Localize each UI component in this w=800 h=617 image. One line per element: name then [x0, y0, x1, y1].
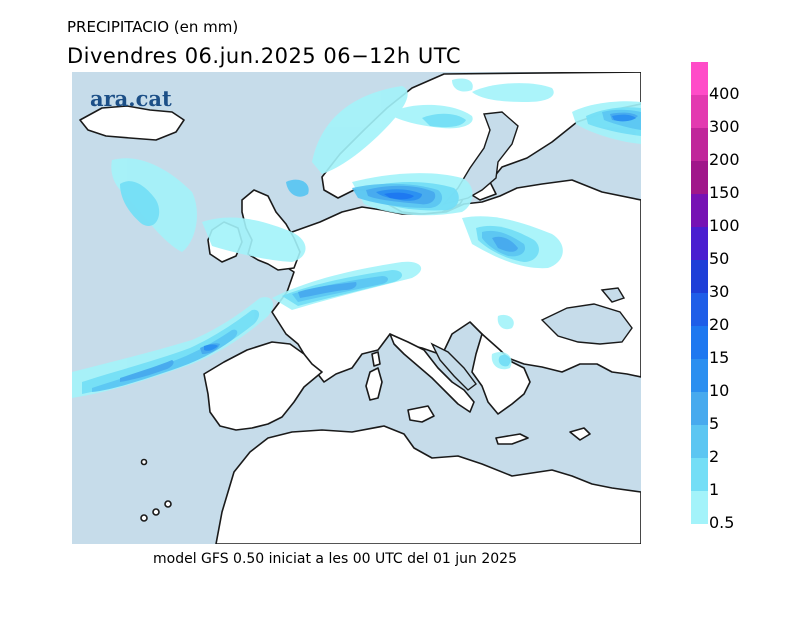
model-caption: model GFS 0.50 iniciat a les 00 UTC del … [153, 551, 517, 567]
precipitation-map [72, 72, 641, 544]
legend-label: 5 [709, 414, 720, 433]
italy [389, 333, 475, 413]
legend-label: 100 [709, 216, 740, 235]
cyprus [569, 427, 591, 441]
canary-island [152, 508, 160, 516]
legend-label: 30 [709, 282, 730, 301]
canary-island [164, 500, 172, 508]
legend-label: 20 [709, 315, 730, 334]
azov-sea [600, 287, 626, 303]
legend-label: 15 [709, 348, 730, 367]
legend-swatch [691, 260, 708, 293]
black-sea [540, 303, 633, 345]
legend-label: 10 [709, 381, 730, 400]
sardinia [365, 367, 383, 401]
legend-swatch [691, 95, 708, 128]
legend-swatch [691, 227, 708, 260]
sicily [407, 405, 435, 423]
variable-title: PRECIPITACIO (en mm) [67, 18, 239, 36]
balkans [471, 333, 531, 415]
north-africa [215, 425, 641, 544]
inland-seas [430, 111, 633, 391]
legend-label: 150 [709, 183, 740, 202]
legend-label: 2 [709, 447, 720, 466]
legend-label: 50 [709, 249, 730, 268]
legend-swatch [691, 128, 708, 161]
legend-label: 400 [709, 84, 740, 103]
legend-swatch [691, 62, 708, 95]
legend-swatch [691, 491, 708, 524]
legend-swatch [691, 293, 708, 326]
ara-cat-logo: ara.cat [90, 86, 172, 111]
legend-label: 1 [709, 480, 720, 499]
legend-label: 200 [709, 150, 740, 169]
precip-15mm [384, 192, 414, 200]
legend-swatch [691, 392, 708, 425]
legend-swatch [691, 161, 708, 194]
iberia [203, 341, 323, 431]
legend-swatch [691, 326, 708, 359]
adriatic-sea [430, 342, 477, 391]
precipitation-legend [691, 62, 708, 524]
corsica [371, 351, 381, 367]
iceland [79, 105, 185, 141]
legend-swatch [691, 359, 708, 392]
legend-label: 300 [709, 117, 740, 136]
madeira [140, 458, 148, 466]
crete [495, 433, 529, 445]
legend-swatch [691, 425, 708, 458]
legend-swatch [691, 194, 708, 227]
continental-europe [271, 179, 641, 383]
canary-island [140, 514, 148, 522]
legend-swatch [691, 458, 708, 491]
legend-label: 0.5 [709, 513, 735, 532]
forecast-title: Divendres 06.jun.2025 06−12h UTC [67, 44, 461, 68]
